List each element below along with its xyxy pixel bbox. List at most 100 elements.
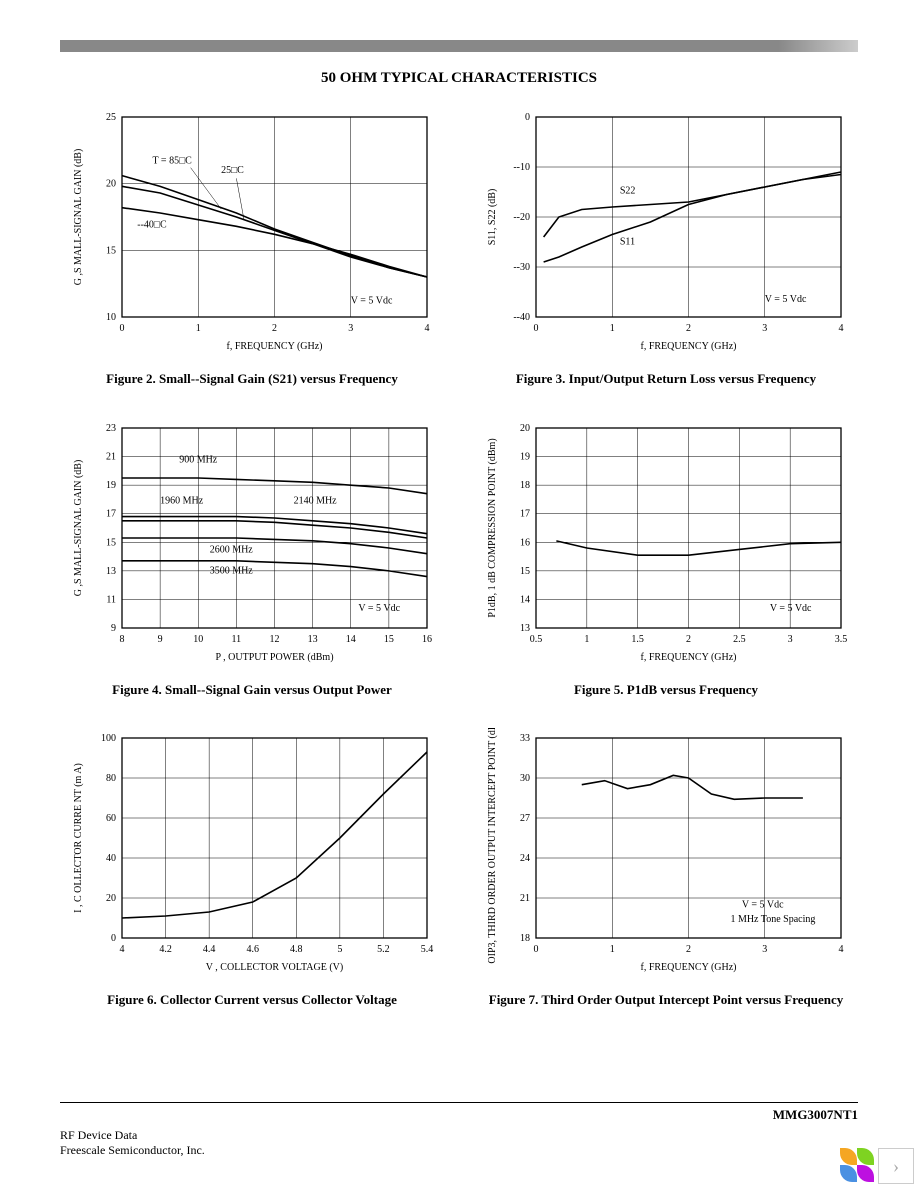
svg-text:f, FREQUENCY (GHz): f, FREQUENCY (GHz) [226, 341, 322, 352]
svg-text:V = 5 Vdc: V = 5 Vdc [742, 899, 784, 910]
svg-text:0: 0 [111, 933, 116, 944]
svg-text:2: 2 [272, 323, 277, 334]
svg-text:3: 3 [762, 323, 767, 334]
svg-text:--40: --40 [513, 312, 530, 323]
svg-text:1960 MHz: 1960 MHz [160, 495, 204, 506]
figure-5-caption: Figure 5. P1dB versus Frequency [574, 681, 758, 699]
svg-text:24: 24 [520, 853, 530, 864]
svg-text:0.5: 0.5 [530, 634, 543, 645]
svg-text:f, FREQUENCY (GHz): f, FREQUENCY (GHz) [640, 962, 736, 973]
svg-text:S11: S11 [620, 237, 635, 248]
svg-text:G ,S MALL-SIGNAL GAIN (dB): G ,S MALL-SIGNAL GAIN (dB) [73, 459, 84, 596]
svg-text:2: 2 [686, 323, 691, 334]
svg-text:15: 15 [520, 565, 530, 576]
figure-3: 01234--40--30--20--100f, FREQUENCY (GHz)… [474, 107, 858, 388]
svg-text:V = 5 Vdc: V = 5 Vdc [358, 602, 400, 613]
svg-text:40: 40 [106, 853, 116, 864]
svg-text:--20: --20 [513, 212, 530, 223]
svg-text:16: 16 [520, 537, 530, 548]
svg-text:19: 19 [520, 451, 530, 462]
svg-text:10: 10 [106, 312, 116, 323]
svg-text:900 MHz: 900 MHz [179, 454, 218, 465]
svg-text:V = 5 Vdc: V = 5 Vdc [765, 294, 807, 305]
svg-text:13: 13 [106, 565, 116, 576]
figure-3-caption: Figure 3. Input/Output Return Loss versu… [516, 370, 816, 388]
svg-text:25: 25 [106, 112, 116, 123]
svg-text:0: 0 [534, 944, 539, 955]
svg-text:4.4: 4.4 [203, 944, 216, 955]
page-nav: › [840, 1148, 914, 1184]
svg-text:1: 1 [584, 634, 589, 645]
svg-text:15: 15 [106, 245, 116, 256]
svg-text:21: 21 [520, 893, 530, 904]
svg-text:19: 19 [106, 480, 116, 491]
next-page-button[interactable]: › [878, 1148, 914, 1184]
svg-text:18: 18 [520, 480, 530, 491]
svg-text:21: 21 [106, 451, 116, 462]
footer-line-1: RF Device Data [60, 1128, 137, 1143]
svg-text:3: 3 [348, 323, 353, 334]
figure-5: 0.511.522.533.51314151617181920f, FREQUE… [474, 418, 858, 699]
svg-text:0: 0 [534, 323, 539, 334]
svg-text:13: 13 [308, 634, 318, 645]
svg-text:0: 0 [525, 112, 530, 123]
svg-text:--40□C: --40□C [137, 220, 167, 231]
svg-text:V = 5 Vdc: V = 5 Vdc [770, 602, 812, 613]
svg-text:4.6: 4.6 [246, 944, 259, 955]
section-title: 50 OHM TYPICAL CHARACTERISTICS [60, 70, 858, 87]
svg-text:--10: --10 [513, 162, 530, 173]
svg-text:15: 15 [384, 634, 394, 645]
svg-text:2: 2 [686, 634, 691, 645]
svg-text:4.2: 4.2 [159, 944, 172, 955]
svg-text:10: 10 [193, 634, 203, 645]
svg-text:25□C: 25□C [221, 165, 244, 176]
svg-text:1: 1 [610, 944, 615, 955]
svg-text:1: 1 [610, 323, 615, 334]
svg-text:4: 4 [839, 323, 844, 334]
svg-text:V = 5 Vdc: V = 5 Vdc [351, 296, 393, 307]
svg-text:100: 100 [101, 733, 116, 744]
svg-text:60: 60 [106, 813, 116, 824]
svg-text:OIP3, THIRD ORDER OUTPUT INTER: OIP3, THIRD ORDER OUTPUT INTERCEPT POINT… [487, 728, 498, 964]
svg-text:G ,S MALL-SIGNAL GAIN (dB): G ,S MALL-SIGNAL GAIN (dB) [73, 149, 84, 286]
svg-text:33: 33 [520, 733, 530, 744]
svg-text:23: 23 [106, 423, 116, 434]
svg-text:P , OUTPUT POWER (dBm): P , OUTPUT POWER (dBm) [215, 652, 333, 663]
svg-text:9: 9 [158, 634, 163, 645]
svg-text:16: 16 [422, 634, 432, 645]
svg-text:18: 18 [520, 933, 530, 944]
svg-text:3500 MHz: 3500 MHz [210, 565, 254, 576]
logo-icon [840, 1148, 874, 1182]
svg-text:12: 12 [270, 634, 280, 645]
svg-text:14: 14 [520, 594, 530, 605]
svg-text:2.5: 2.5 [733, 634, 746, 645]
header-bar [60, 40, 858, 52]
svg-text:11: 11 [106, 594, 116, 605]
svg-text:3.5: 3.5 [835, 634, 848, 645]
svg-text:30: 30 [520, 773, 530, 784]
svg-text:17: 17 [520, 508, 530, 519]
figure-6: 44.24.44.64.855.25.4020406080100V , COLL… [60, 728, 444, 1009]
svg-text:--30: --30 [513, 262, 530, 273]
svg-text:S22: S22 [620, 186, 636, 197]
svg-text:f, FREQUENCY (GHz): f, FREQUENCY (GHz) [640, 652, 736, 663]
svg-text:20: 20 [106, 893, 116, 904]
svg-text:P1dB, 1 dB COMPRESSION POINT (: P1dB, 1 dB COMPRESSION POINT (dBm) [487, 438, 498, 617]
svg-text:I , C OLLECTOR CURRE NT (m: I , C OLLECTOR CURRE NT (m A) [73, 763, 84, 913]
footer-line-2: Freescale Semiconductor, Inc. [60, 1143, 205, 1158]
svg-text:13: 13 [520, 623, 530, 634]
svg-text:2140 MHz: 2140 MHz [294, 495, 338, 506]
svg-text:S11, S22 (dB): S11, S22 (dB) [487, 189, 498, 246]
figure-4: 8910111213141516911131517192123P , OUTPU… [60, 418, 444, 699]
svg-text:0: 0 [120, 323, 125, 334]
svg-text:80: 80 [106, 773, 116, 784]
figure-2: 0123410152025f, FREQUENCY (GHz)G ,S MALL… [60, 107, 444, 388]
svg-text:5.2: 5.2 [377, 944, 390, 955]
svg-text:15: 15 [106, 537, 116, 548]
figure-2-caption: Figure 2. Small--Signal Gain (S21) versu… [106, 370, 398, 388]
figure-7: 01234182124273033f, FREQUENCY (GHz)OIP3,… [474, 728, 858, 1009]
svg-text:27: 27 [520, 813, 530, 824]
svg-text:2600 MHz: 2600 MHz [210, 544, 254, 555]
figure-6-caption: Figure 6. Collector Current versus Colle… [107, 991, 397, 1009]
svg-text:5.4: 5.4 [421, 944, 434, 955]
